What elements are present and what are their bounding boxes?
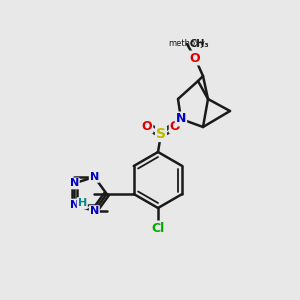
Text: H: H xyxy=(78,198,87,208)
Text: O: O xyxy=(170,119,180,133)
Text: N: N xyxy=(90,206,99,216)
Text: CH₃: CH₃ xyxy=(189,39,208,49)
Text: N: N xyxy=(176,112,186,125)
Text: Cl: Cl xyxy=(152,221,165,235)
Text: O: O xyxy=(190,52,200,64)
Text: N: N xyxy=(70,200,79,210)
Text: methoxy: methoxy xyxy=(169,40,206,49)
Text: S: S xyxy=(156,127,166,141)
Text: N: N xyxy=(90,172,99,182)
Text: N: N xyxy=(70,178,79,188)
Text: O: O xyxy=(142,119,152,133)
